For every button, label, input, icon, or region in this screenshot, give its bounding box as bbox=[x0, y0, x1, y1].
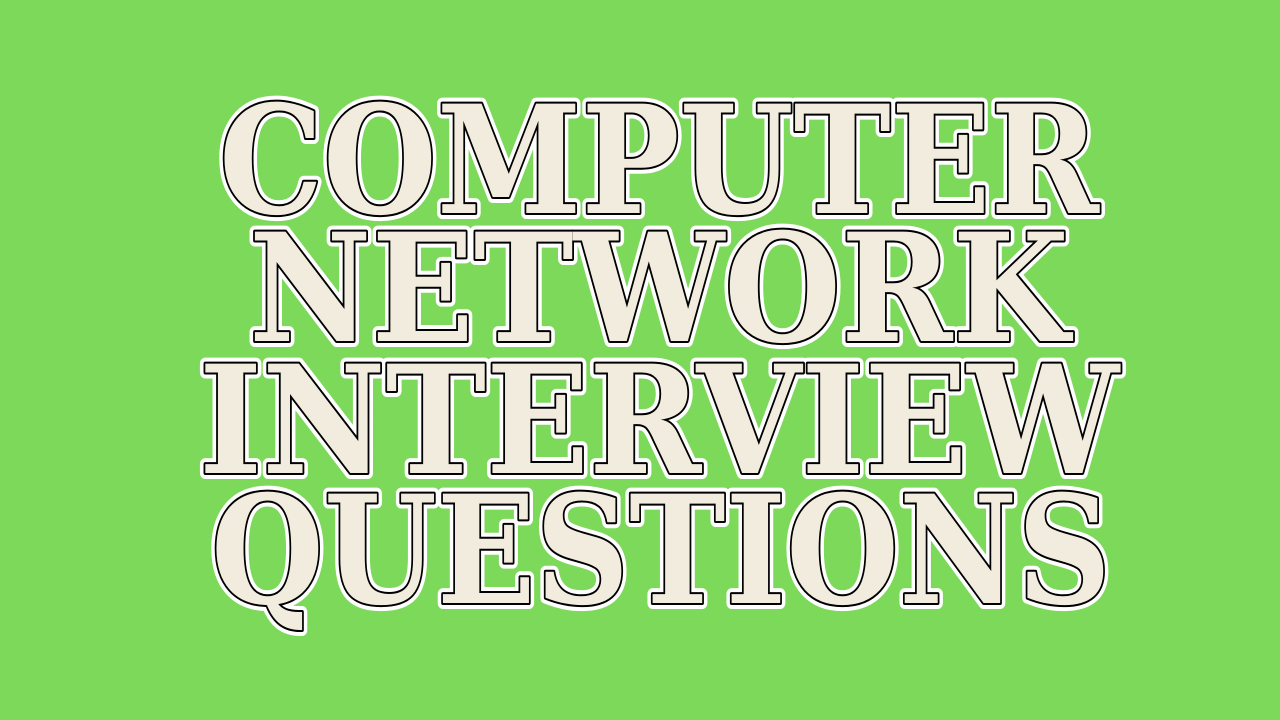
title-line-2: NETWORK bbox=[249, 201, 1073, 377]
title-line-4: QUESTIONS bbox=[211, 463, 1111, 639]
title-line-3: INTERVIEW bbox=[199, 333, 1121, 509]
title-line-2-halo: NETWORK bbox=[249, 201, 1073, 377]
title-line-4-halo: QUESTIONS bbox=[211, 463, 1111, 639]
title-letters: COMPUTER NETWORK INTERVIEW QUESTIONS bbox=[197, 71, 1123, 641]
title-line-1: COMPUTER bbox=[219, 73, 1100, 249]
title-halo: COMPUTER NETWORK INTERVIEW QUESTIONS bbox=[193, 67, 1127, 645]
title-line-1-halo: COMPUTER bbox=[219, 73, 1100, 249]
title-line-3-halo: INTERVIEW bbox=[199, 333, 1121, 509]
